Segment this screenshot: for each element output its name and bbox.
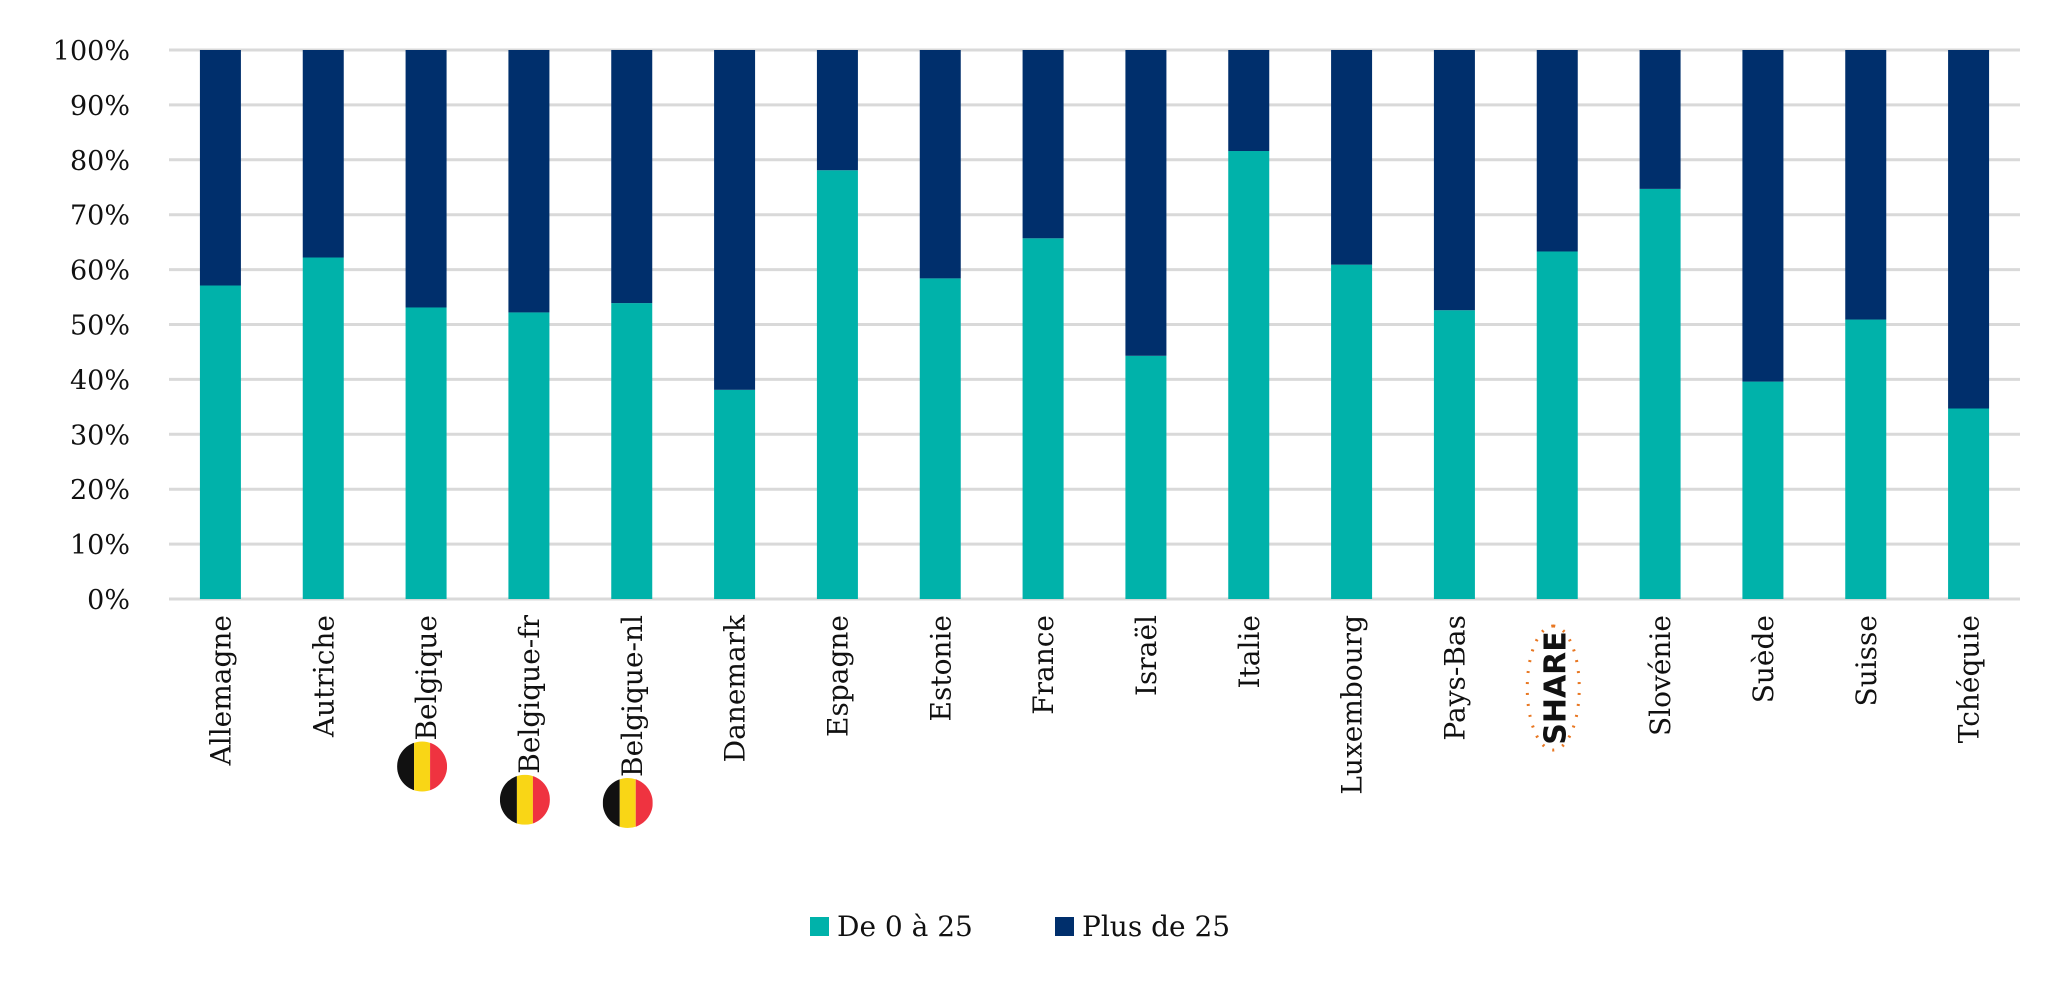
bar-segment-over-25: [1845, 50, 1887, 320]
y-tick-label: 60%: [70, 256, 130, 287]
x-tick-label: Slovénie: [1644, 615, 1677, 736]
legend-label: De 0 à 25: [837, 910, 973, 943]
bar-segment-0-25: [1331, 264, 1373, 599]
x-tick-label: Israël: [1130, 615, 1163, 696]
bar-segment-0-25: [1742, 381, 1784, 599]
belgium-flag-icon: [397, 741, 448, 792]
x-tick-label: Allemagne: [204, 615, 237, 766]
x-axis-labels: Allemagne Autriche Belgique Belgique-fr Belg…: [204, 614, 1986, 828]
bar-segment-0-25: [1536, 251, 1578, 599]
bar-segment-over-25: [1228, 50, 1270, 152]
bar-segment-0-25: [199, 285, 241, 599]
x-tick-label: Belgique: [410, 615, 443, 741]
y-tick-label: 10%: [70, 530, 130, 561]
x-tick-label: Suisse: [1850, 615, 1883, 706]
x-tick-label: France: [1027, 615, 1060, 715]
x-tick-label: Estonie: [924, 615, 957, 721]
flag-yellow: [516, 774, 533, 825]
bar-segment-over-25: [714, 50, 756, 390]
x-tick-label: Italie: [1233, 615, 1266, 689]
y-tick-label: 40%: [70, 365, 130, 396]
bar-segment-over-25: [816, 50, 858, 171]
legend-swatch: [810, 917, 829, 936]
bar-segment-over-25: [1639, 50, 1681, 189]
bar-segment-over-25: [1331, 50, 1373, 265]
flag-red: [430, 741, 448, 792]
bar-segment-over-25: [1536, 50, 1578, 252]
bar-segment-0-25: [1022, 238, 1064, 599]
bar-segment-over-25: [611, 50, 653, 304]
bar-segment-0-25: [302, 257, 344, 599]
bar-segment-0-25: [1948, 408, 1990, 599]
x-tick-label: Belgique-nl: [616, 615, 649, 777]
flag-black: [602, 777, 620, 828]
bar-segment-over-25: [919, 50, 961, 279]
flag-yellow: [414, 741, 431, 792]
bar-segment-0-25: [1433, 310, 1475, 599]
bar-segment-0-25: [405, 307, 447, 599]
gridlines: [169, 48, 2020, 601]
bar-segment-0-25: [508, 312, 550, 599]
bar-segment-over-25: [199, 50, 241, 286]
flag-black: [397, 741, 415, 792]
legend-label: Plus de 25: [1082, 910, 1230, 943]
y-tick-label: 20%: [70, 475, 130, 506]
y-tick-label: 50%: [70, 311, 130, 342]
x-tick-label: Espagne: [821, 615, 854, 737]
bar-segment-0-25: [611, 303, 653, 599]
belgium-flag-icon: [499, 774, 550, 825]
flag-red: [532, 774, 550, 825]
y-tick-label: 100%: [53, 36, 130, 67]
bar-segment-0-25: [1639, 188, 1681, 599]
x-tick-label: Danemark: [719, 614, 752, 762]
y-tick-label: 70%: [70, 201, 130, 232]
bar-segment-over-25: [405, 50, 447, 308]
bar-segment-0-25: [816, 170, 858, 599]
bar-segment-over-25: [1125, 50, 1167, 356]
y-tick-label: 80%: [70, 146, 130, 177]
bar-segment-over-25: [302, 50, 344, 258]
y-tick-label: 30%: [70, 420, 130, 451]
bar-segment-over-25: [1022, 50, 1064, 239]
bar-segment-0-25: [919, 278, 961, 599]
y-tick-label: 0%: [87, 585, 130, 616]
x-tick-label: Autriche: [307, 615, 340, 738]
flag-yellow: [619, 777, 636, 828]
bar-segment-0-25: [1845, 319, 1887, 599]
belgium-flag-icon: [602, 777, 653, 828]
share-logo-ring: [1525, 624, 1581, 752]
bar-segment-0-25: [1228, 151, 1270, 600]
y-axis-ticks: 0% 10% 20% 30% 40% 50% 60% 70% 80% 90% 100%: [53, 36, 130, 616]
bar-segment-0-25: [714, 389, 756, 599]
x-tick-label: Belgique-fr: [513, 614, 546, 773]
flag: [499, 774, 550, 825]
bar-segment-over-25: [508, 50, 550, 313]
flag-black: [499, 774, 517, 825]
flag: [602, 777, 653, 828]
bar-segment-over-25: [1433, 50, 1475, 311]
legend: De 0 à 25 Plus de 25: [810, 910, 1230, 943]
x-tick-label: Tchéquie: [1953, 615, 1986, 743]
legend-swatch: [1055, 917, 1074, 936]
share-logo-text: SHARE: [1538, 631, 1573, 745]
x-tick-label: Suède: [1747, 615, 1780, 703]
bar-segment-over-25: [1742, 50, 1784, 382]
y-tick-label: 90%: [70, 91, 130, 122]
x-tick-label: Pays-Bas: [1438, 615, 1471, 741]
flag: [397, 741, 448, 792]
bars: [199, 50, 1990, 600]
bar-segment-over-25: [1948, 50, 1990, 409]
bar-segment-0-25: [1125, 355, 1167, 599]
x-tick-label: Luxembourg: [1336, 615, 1369, 795]
flag-red: [635, 777, 653, 828]
share-logo: SHARE: [1525, 624, 1581, 752]
